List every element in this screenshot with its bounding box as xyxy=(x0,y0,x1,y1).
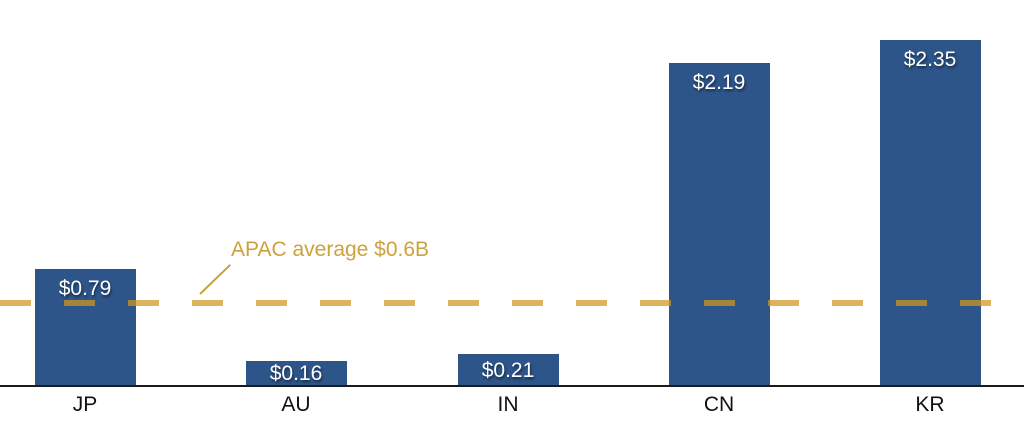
bar-value-label-kr: $2.35 xyxy=(903,48,957,71)
category-label-kr: KR xyxy=(915,393,945,416)
bar-value-label-in: $0.21 xyxy=(481,359,535,382)
average-annotation-label: APAC average $0.6B xyxy=(231,238,430,261)
bar-in: $0.21 xyxy=(457,354,559,385)
category-label-cn: CN xyxy=(703,393,735,416)
category-label-jp: JP xyxy=(72,393,98,416)
bar-value-label-au: $0.16 xyxy=(269,362,323,385)
bar-value-label-jp: $0.79 xyxy=(58,277,112,300)
annotation-leader-line xyxy=(199,264,231,295)
bar-value-label-cn: $2.19 xyxy=(692,71,746,94)
x-axis-line xyxy=(0,385,1024,387)
category-label-in: IN xyxy=(497,393,519,416)
bar-au: $0.16 xyxy=(245,361,347,385)
bar-cn: $2.19 xyxy=(668,63,770,385)
bar-jp: $0.79 xyxy=(34,269,136,385)
bar-kr: $2.35 xyxy=(879,40,981,385)
category-label-au: AU xyxy=(281,393,311,416)
average-dashed-line xyxy=(0,300,1006,306)
